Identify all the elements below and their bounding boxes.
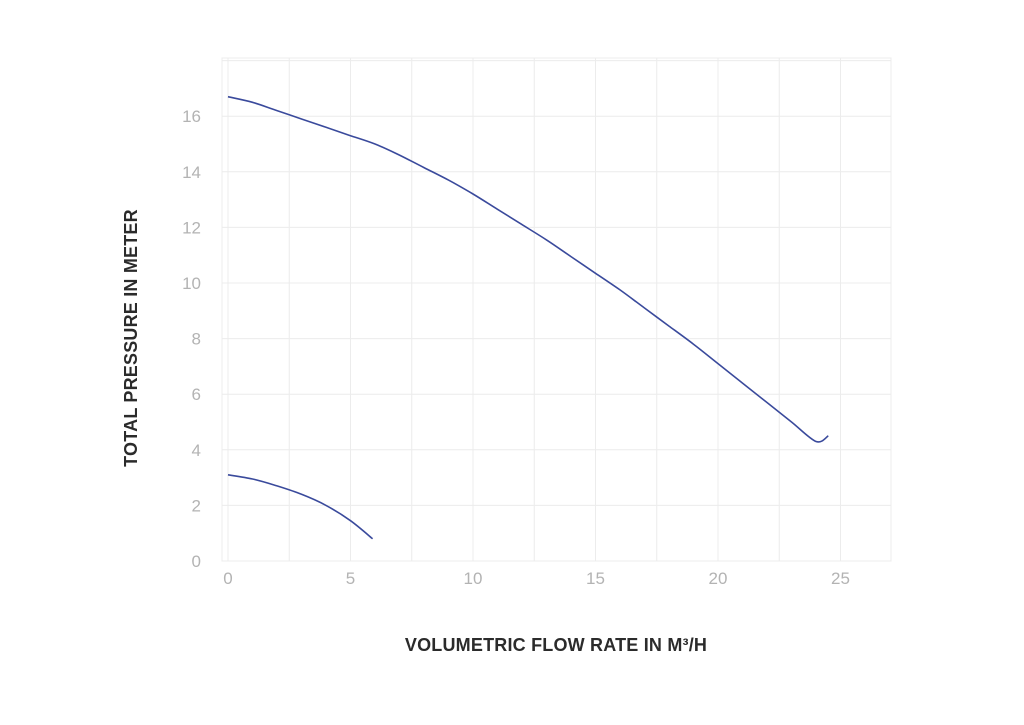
x-tick-label: 15 [586, 569, 605, 588]
x-tick-label: 5 [346, 569, 355, 588]
x-tick-label: 0 [223, 569, 232, 588]
plot-border [221, 57, 892, 562]
x-tick-label: 20 [709, 569, 728, 588]
y-tick-label: 4 [192, 441, 201, 460]
series-line-2 [227, 474, 374, 540]
y-tick-label: 6 [192, 385, 201, 404]
y-tick-label: 16 [182, 107, 201, 126]
y-axis-ticks: 0 2 4 6 8 10 12 14 16 [182, 107, 201, 571]
y-tick-label: 12 [182, 218, 201, 237]
grid [221, 57, 892, 562]
y-axis-title: TOTAL PRESSURE IN METER [121, 209, 141, 467]
x-axis-title: VOLUMETRIC FLOW RATE IN M³/H [405, 635, 707, 655]
series-layer [227, 95, 829, 540]
y-tick-label: 10 [182, 274, 201, 293]
y-tick-label: 8 [192, 330, 201, 349]
y-tick-label: 0 [192, 552, 201, 571]
x-axis-ticks: 0 5 10 15 20 25 [223, 569, 850, 588]
x-tick-label: 10 [464, 569, 483, 588]
series-line-1 [227, 95, 829, 443]
x-tick-label: 25 [831, 569, 850, 588]
y-tick-label: 2 [192, 496, 201, 515]
y-tick-label: 14 [182, 163, 201, 182]
